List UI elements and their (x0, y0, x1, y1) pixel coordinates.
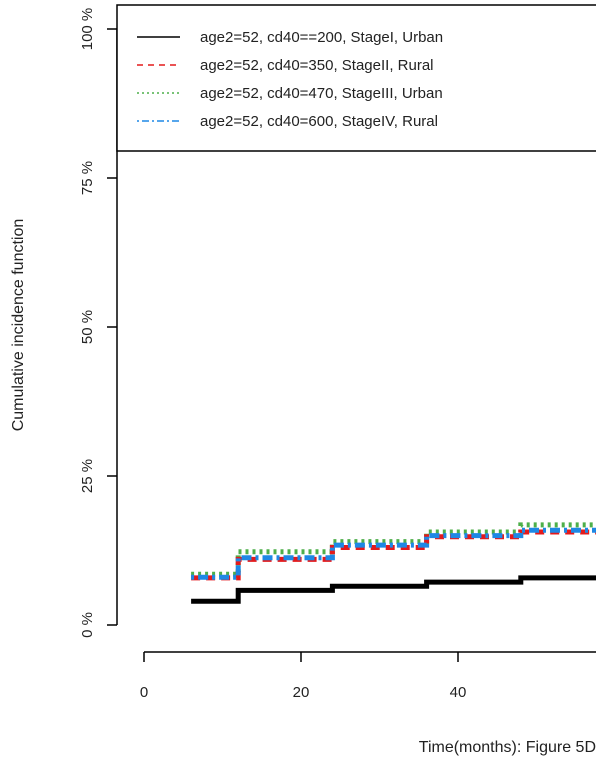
legend-label-1: age2=52, cd40==200, StageI, Urban (200, 29, 443, 46)
y-tick-label: 25 % (79, 459, 96, 493)
x-tick-label: 20 (293, 684, 310, 701)
y-axis-ticks: 0 % 25 % 50 % 75 % 100 % (79, 8, 117, 638)
legend-label-3: age2=52, cd40=470, StageIII, Urban (200, 85, 443, 102)
x-axis-ticks: 0 20 40 (140, 652, 467, 701)
y-tick-label: 50 % (79, 310, 96, 344)
y-tick-label: 100 % (79, 8, 96, 51)
y-tick-label: 75 % (79, 161, 96, 195)
x-tick-label: 40 (450, 684, 467, 701)
series-line-1 (191, 575, 596, 604)
x-axis-title: Time(months): Figure 5D (419, 739, 596, 756)
legend-label-4: age2=52, cd40=600, StageIV, Rural (200, 113, 438, 130)
x-tick-label: 0 (140, 684, 148, 701)
y-tick-label: 0 % (79, 612, 96, 638)
y-axis-title: Cumulative incidence function (10, 219, 27, 432)
legend-box (116, 4, 596, 152)
series-lines (191, 522, 596, 604)
series-line-4 (191, 527, 596, 580)
legend-label-2: age2=52, cd40=350, StageII, Rural (200, 57, 434, 74)
legend: age2=52, cd40==200, StageI, Urban age2=52… (116, 4, 596, 152)
series-line-2 (191, 529, 596, 581)
